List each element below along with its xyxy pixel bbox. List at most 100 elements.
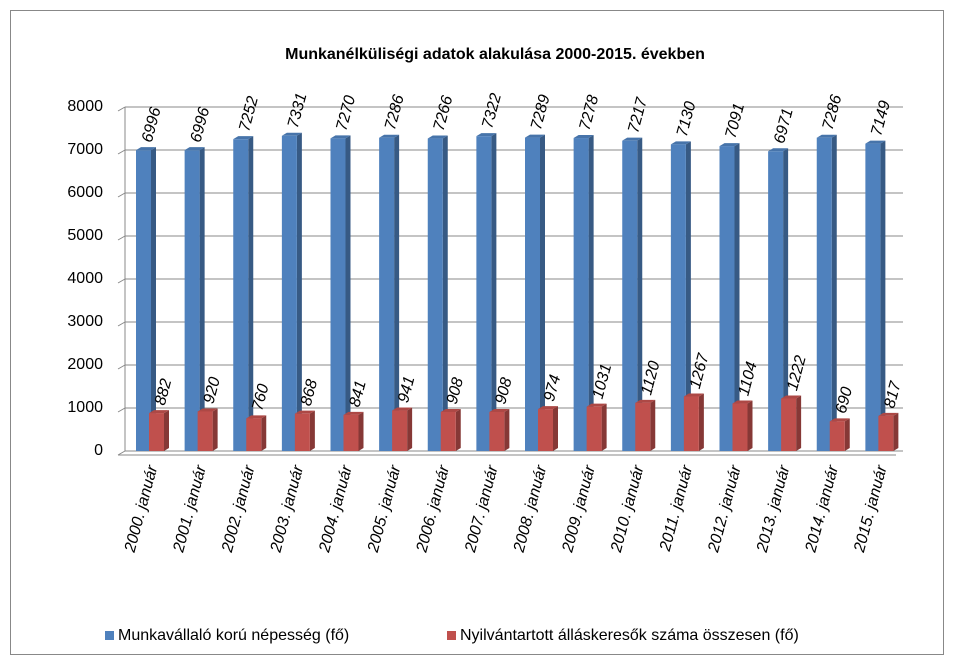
y-tick-label: 4000 — [67, 270, 103, 287]
bar — [865, 143, 881, 451]
bar-top — [379, 134, 400, 138]
bar — [635, 402, 651, 451]
y-tick — [117, 192, 126, 198]
y-tick-label: 3000 — [67, 313, 103, 330]
bar-side — [588, 135, 594, 451]
bar-top — [768, 148, 789, 152]
bar — [233, 139, 249, 451]
bar-side — [504, 408, 510, 451]
bar-side — [893, 412, 899, 451]
y-tick — [117, 149, 126, 155]
bar-top — [525, 134, 545, 138]
data-label: 974 — [541, 373, 564, 403]
bar-side — [296, 132, 302, 451]
bar-side — [491, 133, 497, 452]
bar-top — [635, 399, 656, 403]
y-tick-label: 1000 — [67, 399, 103, 416]
y-tick — [117, 407, 126, 413]
bar — [586, 406, 602, 451]
bar-top — [427, 135, 448, 139]
legend-swatch — [447, 631, 456, 640]
legend-swatch — [105, 631, 114, 640]
bar — [294, 413, 310, 451]
bar — [683, 396, 699, 451]
y-tick — [117, 364, 126, 370]
bar-top — [829, 418, 850, 422]
bar-top — [233, 136, 254, 140]
bar-top — [538, 406, 558, 410]
y-tick — [117, 278, 126, 284]
bar — [184, 150, 200, 451]
bar-top — [670, 141, 691, 145]
bar-top — [149, 410, 169, 414]
bar-top — [622, 137, 643, 141]
bar-side — [248, 136, 254, 451]
bar-top — [330, 135, 351, 139]
bar-side — [345, 135, 351, 451]
bar-top — [440, 408, 461, 412]
bar-top — [343, 411, 364, 415]
bar — [781, 398, 797, 451]
bar — [136, 150, 151, 451]
bar-side — [553, 406, 558, 451]
legend-label: Nyilvántartott álláskeresők száma összes… — [460, 627, 799, 644]
bar — [622, 140, 638, 451]
bar — [538, 409, 553, 451]
bar-side — [407, 407, 413, 451]
bar-side — [796, 395, 802, 451]
bar-top — [489, 408, 510, 412]
bar-side — [309, 410, 315, 451]
bar-top — [184, 147, 205, 151]
bar — [343, 414, 359, 451]
bar — [878, 415, 894, 451]
bar-top — [136, 147, 156, 151]
bar — [149, 413, 164, 451]
bar-side — [261, 415, 267, 451]
bar-top — [781, 395, 802, 399]
bar-side — [601, 403, 607, 451]
bar-side — [685, 141, 691, 451]
bar — [281, 135, 297, 451]
data-label: 882 — [152, 377, 175, 407]
y-tick-label: 8000 — [67, 98, 103, 115]
bar-side — [212, 408, 218, 451]
bar-side — [442, 135, 448, 451]
bar — [719, 146, 735, 451]
y-tick-label: 7000 — [67, 141, 103, 158]
bar-side — [151, 147, 156, 451]
bar — [330, 138, 346, 451]
bar — [525, 137, 540, 451]
chart-title: Munkanélküliségi adatok alakulása 2000-2… — [285, 46, 705, 63]
y-tick-label: 5000 — [67, 227, 103, 244]
bar — [489, 411, 505, 451]
bar-side — [831, 134, 837, 451]
bar-side — [199, 147, 205, 451]
bar — [573, 138, 589, 451]
bar-side — [455, 408, 461, 451]
bar-side — [540, 134, 545, 451]
data-label: 920 — [201, 375, 224, 405]
bar-top — [294, 410, 315, 414]
data-label: 908 — [492, 376, 515, 406]
bar — [379, 137, 395, 451]
bar — [829, 421, 845, 451]
bar-top — [281, 132, 302, 136]
bar-top — [816, 134, 837, 138]
bar-top — [246, 415, 267, 419]
bar-top — [732, 400, 753, 404]
bar-top — [878, 412, 899, 416]
data-label: 868 — [298, 378, 321, 408]
y-tick-label: 0 — [94, 442, 103, 459]
bar — [197, 411, 213, 451]
bar-side — [164, 410, 169, 451]
y-tick-label: 2000 — [67, 356, 103, 373]
data-label: 690 — [833, 385, 856, 415]
bar — [427, 138, 443, 451]
bar-side — [734, 143, 740, 451]
bar — [246, 418, 262, 451]
bar-top — [573, 135, 594, 139]
bar-top — [865, 140, 886, 144]
bar-top — [197, 408, 218, 412]
data-label: 908 — [444, 376, 467, 406]
